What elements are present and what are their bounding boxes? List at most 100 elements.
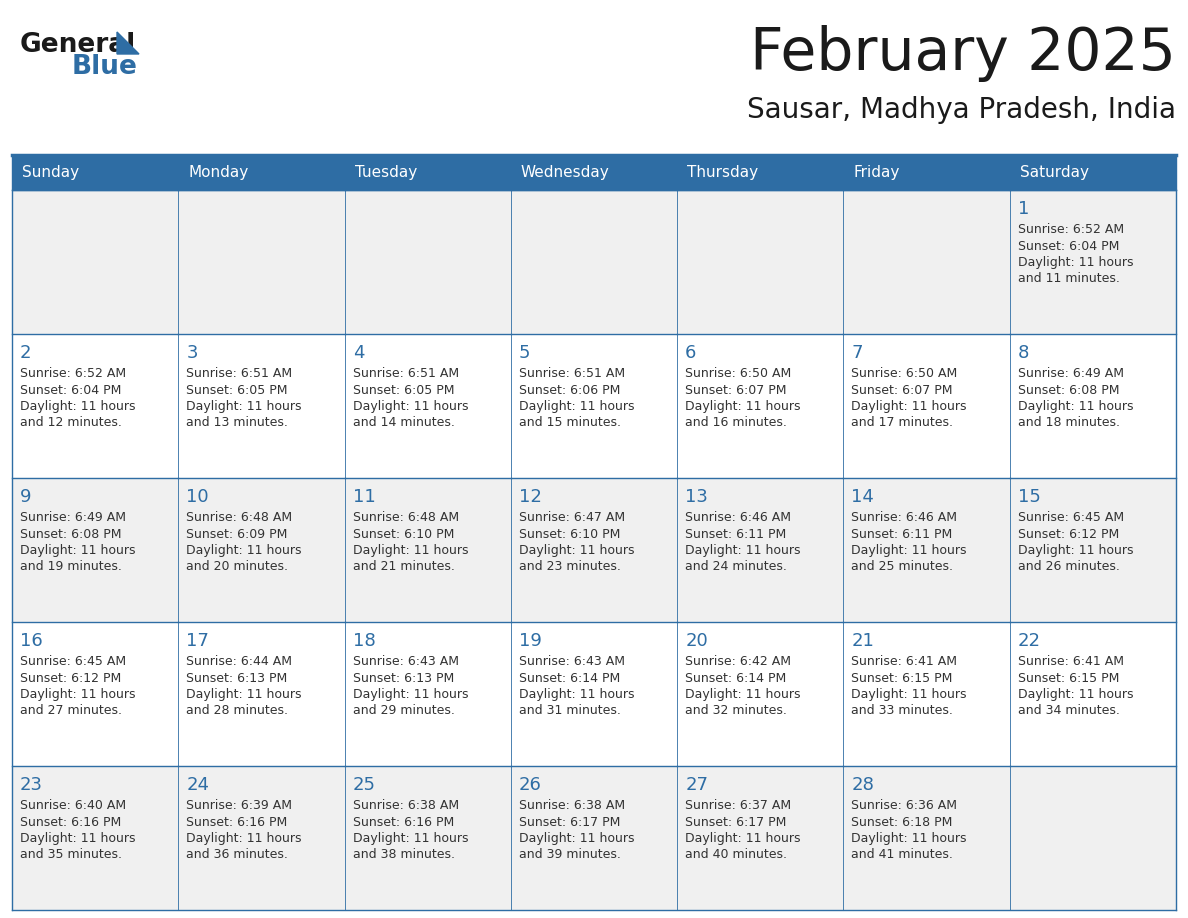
Text: Sunset: 6:04 PM: Sunset: 6:04 PM xyxy=(20,384,121,397)
Text: and 36 minutes.: and 36 minutes. xyxy=(187,848,289,861)
Text: 25: 25 xyxy=(353,776,375,794)
Text: Sunset: 6:17 PM: Sunset: 6:17 PM xyxy=(519,815,620,829)
Text: Daylight: 11 hours: Daylight: 11 hours xyxy=(20,832,135,845)
Text: Sunset: 6:10 PM: Sunset: 6:10 PM xyxy=(353,528,454,541)
Text: and 11 minutes.: and 11 minutes. xyxy=(1018,273,1119,285)
Bar xyxy=(345,622,511,766)
Text: Daylight: 11 hours: Daylight: 11 hours xyxy=(353,544,468,557)
Text: Sunrise: 6:50 AM: Sunrise: 6:50 AM xyxy=(685,367,791,380)
Text: 1: 1 xyxy=(1018,200,1029,218)
Text: and 33 minutes.: and 33 minutes. xyxy=(852,704,953,718)
Text: 4: 4 xyxy=(353,344,364,362)
Text: Daylight: 11 hours: Daylight: 11 hours xyxy=(685,832,801,845)
Text: Daylight: 11 hours: Daylight: 11 hours xyxy=(852,688,967,701)
Text: Sunset: 6:09 PM: Sunset: 6:09 PM xyxy=(187,528,287,541)
Bar xyxy=(345,334,511,478)
Text: Sunrise: 6:47 AM: Sunrise: 6:47 AM xyxy=(519,511,625,524)
Text: Sunrise: 6:48 AM: Sunrise: 6:48 AM xyxy=(353,511,459,524)
Bar xyxy=(511,478,677,622)
Text: Wednesday: Wednesday xyxy=(520,165,609,180)
Text: Sunrise: 6:51 AM: Sunrise: 6:51 AM xyxy=(187,367,292,380)
Text: and 15 minutes.: and 15 minutes. xyxy=(519,417,621,430)
Text: Saturday: Saturday xyxy=(1019,165,1088,180)
Bar xyxy=(843,190,1010,334)
Text: 6: 6 xyxy=(685,344,696,362)
Text: and 20 minutes.: and 20 minutes. xyxy=(187,561,289,574)
Text: Friday: Friday xyxy=(853,165,899,180)
Text: Daylight: 11 hours: Daylight: 11 hours xyxy=(685,400,801,413)
Text: Daylight: 11 hours: Daylight: 11 hours xyxy=(852,832,967,845)
Text: and 28 minutes.: and 28 minutes. xyxy=(187,704,289,718)
Text: Sunset: 6:15 PM: Sunset: 6:15 PM xyxy=(852,671,953,685)
Text: Sunset: 6:04 PM: Sunset: 6:04 PM xyxy=(1018,240,1119,252)
Text: Daylight: 11 hours: Daylight: 11 hours xyxy=(519,400,634,413)
Text: Sunset: 6:15 PM: Sunset: 6:15 PM xyxy=(1018,671,1119,685)
Text: Sunrise: 6:45 AM: Sunrise: 6:45 AM xyxy=(20,655,126,668)
Bar xyxy=(12,478,178,622)
Text: 26: 26 xyxy=(519,776,542,794)
Text: Sunset: 6:16 PM: Sunset: 6:16 PM xyxy=(187,815,287,829)
Bar xyxy=(345,478,511,622)
Text: and 29 minutes.: and 29 minutes. xyxy=(353,704,455,718)
Bar xyxy=(511,334,677,478)
Bar xyxy=(12,622,178,766)
Text: 18: 18 xyxy=(353,632,375,650)
Text: 14: 14 xyxy=(852,488,874,506)
Text: 7: 7 xyxy=(852,344,862,362)
Text: Sunrise: 6:52 AM: Sunrise: 6:52 AM xyxy=(1018,223,1124,236)
Text: Daylight: 11 hours: Daylight: 11 hours xyxy=(20,688,135,701)
Text: Sunrise: 6:51 AM: Sunrise: 6:51 AM xyxy=(519,367,625,380)
Text: Daylight: 11 hours: Daylight: 11 hours xyxy=(685,544,801,557)
Bar xyxy=(12,766,178,910)
Text: Daylight: 11 hours: Daylight: 11 hours xyxy=(519,832,634,845)
Text: 20: 20 xyxy=(685,632,708,650)
Text: Daylight: 11 hours: Daylight: 11 hours xyxy=(187,832,302,845)
Text: and 14 minutes.: and 14 minutes. xyxy=(353,417,455,430)
Text: Daylight: 11 hours: Daylight: 11 hours xyxy=(852,400,967,413)
Text: Sunrise: 6:42 AM: Sunrise: 6:42 AM xyxy=(685,655,791,668)
Text: 27: 27 xyxy=(685,776,708,794)
Text: Sunrise: 6:46 AM: Sunrise: 6:46 AM xyxy=(685,511,791,524)
Text: and 25 minutes.: and 25 minutes. xyxy=(852,561,954,574)
Text: Sunset: 6:11 PM: Sunset: 6:11 PM xyxy=(685,528,786,541)
Text: and 12 minutes.: and 12 minutes. xyxy=(20,417,122,430)
Text: Sunset: 6:12 PM: Sunset: 6:12 PM xyxy=(1018,528,1119,541)
Text: and 21 minutes.: and 21 minutes. xyxy=(353,561,455,574)
Text: Daylight: 11 hours: Daylight: 11 hours xyxy=(519,688,634,701)
Text: Sunrise: 6:41 AM: Sunrise: 6:41 AM xyxy=(1018,655,1124,668)
Text: and 40 minutes.: and 40 minutes. xyxy=(685,848,788,861)
Text: 10: 10 xyxy=(187,488,209,506)
Text: Daylight: 11 hours: Daylight: 11 hours xyxy=(1018,544,1133,557)
Text: Sunrise: 6:49 AM: Sunrise: 6:49 AM xyxy=(1018,367,1124,380)
Text: Sunset: 6:14 PM: Sunset: 6:14 PM xyxy=(685,671,786,685)
Text: 19: 19 xyxy=(519,632,542,650)
Text: Sunset: 6:18 PM: Sunset: 6:18 PM xyxy=(852,815,953,829)
Text: 28: 28 xyxy=(852,776,874,794)
Bar xyxy=(1010,478,1176,622)
Text: and 38 minutes.: and 38 minutes. xyxy=(353,848,455,861)
Text: Sunrise: 6:44 AM: Sunrise: 6:44 AM xyxy=(187,655,292,668)
Text: 5: 5 xyxy=(519,344,530,362)
Text: and 27 minutes.: and 27 minutes. xyxy=(20,704,122,718)
Bar xyxy=(12,155,1176,190)
Bar xyxy=(1010,766,1176,910)
Text: Sunset: 6:13 PM: Sunset: 6:13 PM xyxy=(187,671,287,685)
Text: and 32 minutes.: and 32 minutes. xyxy=(685,704,786,718)
Text: Sunset: 6:05 PM: Sunset: 6:05 PM xyxy=(353,384,454,397)
Text: Sunset: 6:16 PM: Sunset: 6:16 PM xyxy=(20,815,121,829)
Text: Sunset: 6:12 PM: Sunset: 6:12 PM xyxy=(20,671,121,685)
Bar xyxy=(677,478,843,622)
Bar xyxy=(178,190,345,334)
Text: Sunrise: 6:45 AM: Sunrise: 6:45 AM xyxy=(1018,511,1124,524)
Text: Daylight: 11 hours: Daylight: 11 hours xyxy=(1018,688,1133,701)
Text: Sunrise: 6:51 AM: Sunrise: 6:51 AM xyxy=(353,367,459,380)
Bar xyxy=(12,190,178,334)
Bar xyxy=(511,190,677,334)
Text: Sunset: 6:08 PM: Sunset: 6:08 PM xyxy=(20,528,121,541)
Text: and 31 minutes.: and 31 minutes. xyxy=(519,704,621,718)
Text: Sunrise: 6:40 AM: Sunrise: 6:40 AM xyxy=(20,799,126,812)
Text: 22: 22 xyxy=(1018,632,1041,650)
Text: Daylight: 11 hours: Daylight: 11 hours xyxy=(353,400,468,413)
Text: Sunrise: 6:41 AM: Sunrise: 6:41 AM xyxy=(852,655,958,668)
Text: Sunset: 6:07 PM: Sunset: 6:07 PM xyxy=(685,384,786,397)
